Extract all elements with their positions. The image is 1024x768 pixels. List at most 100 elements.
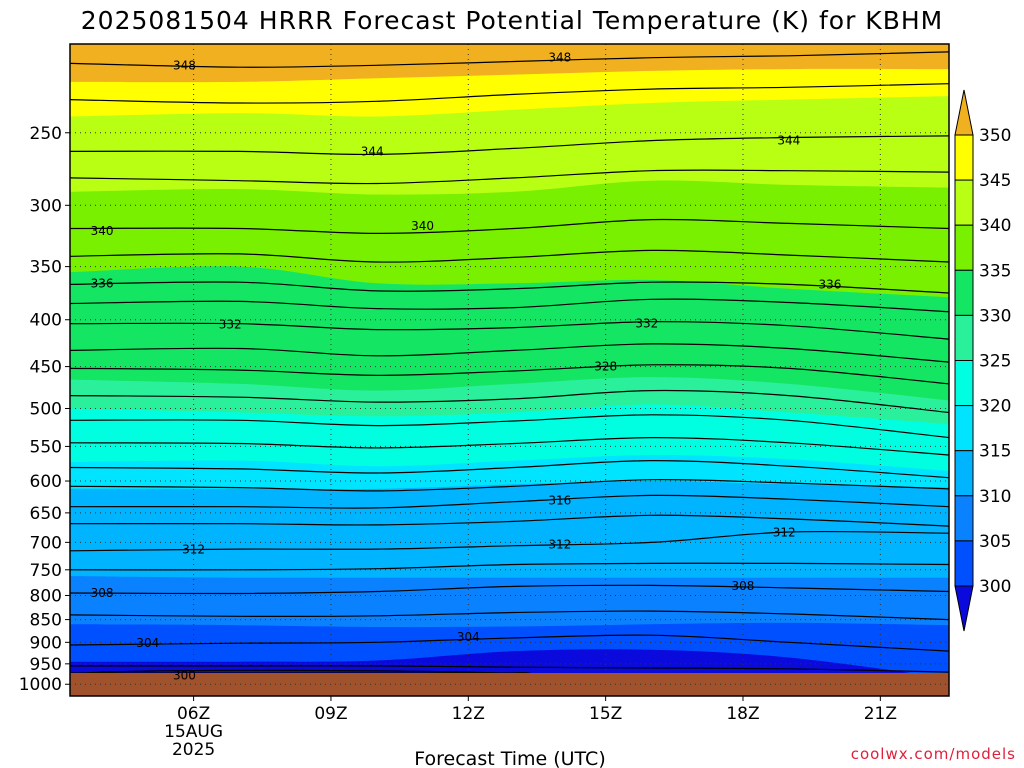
y-tick-label: 850 [30,611,62,631]
contour-label: 300 [173,668,196,682]
y-tick-label: 600 [30,472,62,492]
contour-348 [70,51,949,68]
colorbar-band-325 [954,314,974,361]
contour-336 [70,281,949,294]
contour-328 [70,364,949,385]
contour-label: 336 [819,277,842,291]
colorbar: 350 345 340 335 330 325 320 315 310 305 300 [954,89,1011,632]
y-tick-label: 800 [30,586,62,606]
y-tick-label: 750 [30,561,62,581]
y-tick-label: 700 [30,533,62,553]
colorbar-tick-label: 325 [979,352,1011,372]
contour-label: 312 [182,543,205,557]
contour-label: 312 [773,526,796,540]
colorbar-band-345 [954,134,974,181]
colorbar-tick-label: 345 [979,171,1011,191]
contour-314 [70,514,949,527]
contour-334 [70,298,949,313]
shading-theta-350 [70,44,949,83]
y-tick-label: 550 [30,437,62,457]
x-tick-label: 21Z [864,704,897,724]
x-tick-label: 06Z [177,704,210,724]
credit-text: coolwx.com/models [851,745,1016,763]
colorbar-band-335 [954,224,974,271]
y-tick-label: 450 [30,358,62,378]
contour-340 [70,218,949,235]
colorbar-arrow-bottom [954,585,974,632]
x-axis-title: Forecast Time (UTC) [414,748,605,768]
colorbar-arrow-top [954,89,974,136]
contour-label: 344 [777,134,800,148]
contour-306 [70,610,949,621]
contour-326 [70,389,949,414]
colorbar-tick-label: 305 [979,532,1011,552]
contour-label: 312 [548,538,571,552]
contour-label: 348 [173,58,196,72]
contour-label: 332 [219,318,242,332]
contour-332 [70,321,949,340]
contour-312 [70,530,949,552]
colorbar-tick-label: 335 [979,261,1011,281]
colorbar-band-340 [954,179,974,226]
plot-frame [69,43,950,697]
contour-330 [70,343,949,363]
colorbar-tick-label: 350 [979,126,1011,146]
contour-label: 304 [457,630,480,644]
y-tick-label: 350 [30,258,62,278]
x-tick-sublabel: 2025 [172,740,215,760]
contour-label: 348 [548,51,571,65]
contour-346 [70,83,949,104]
contours [70,51,949,673]
colorbar-band-310 [954,450,974,497]
colorbar-band-320 [954,360,974,407]
y-tick-label: 1000 [19,675,62,695]
colorbar-tick-label: 330 [979,306,1011,326]
contour-344 [70,135,949,156]
contour-304 [70,634,949,652]
contour-316 [70,494,949,509]
contour-label: 340 [411,219,434,233]
y-tick-label: 500 [30,400,62,420]
colorbar-tick-label: 315 [979,442,1011,462]
x-tick-label: 12Z [452,704,485,724]
contour-320 [70,459,949,479]
contour-label: 308 [732,579,755,593]
colorbar-tick-label: 300 [979,577,1011,597]
contour-322 [70,436,949,456]
contour-310 [70,562,949,571]
contour-label: 304 [136,636,159,650]
y-tick-label: 400 [30,311,62,331]
colorbar-band-305 [954,495,974,542]
y-tick-label: 650 [30,504,62,524]
chart-title: 2025081504 HRRR Forecast Potential Tempe… [81,6,943,35]
ground [70,673,949,696]
contour-342 [70,169,949,185]
contour-label: 328 [594,360,617,374]
x-tick-label: 09Z [314,704,347,724]
y-tick-label: 300 [30,196,62,216]
x-tick-label: 15Z [589,704,622,724]
colorbar-tick-label: 310 [979,487,1011,507]
colorbar-tick-label: 340 [979,216,1011,236]
y-tick-label: 950 [30,655,62,675]
y-tick-label: 900 [30,633,62,653]
contour-label: 332 [635,317,658,331]
colorbar-tick-label: 320 [979,397,1011,417]
contour-label: 316 [548,493,571,507]
shading-layers [70,44,949,679]
contour-318 [70,479,949,492]
contour-labels: 348 348 344 344 340 340 336 336 332 332 328 316 312 3… [91,51,842,683]
contour-label: 344 [361,144,384,158]
colorbar-band-330 [954,269,974,316]
contour-label: 336 [91,276,114,290]
colorbar-band-315 [954,405,974,452]
x-tick-label: 18Z [726,704,759,724]
colorbar-band-300 [954,540,974,587]
x-tick-sublabel: 15AUG [164,722,223,742]
contour-338 [70,249,949,263]
contour-324 [70,414,949,439]
contour-label: 308 [91,586,114,600]
contour-308 [70,584,949,595]
contour-label: 340 [91,224,114,238]
